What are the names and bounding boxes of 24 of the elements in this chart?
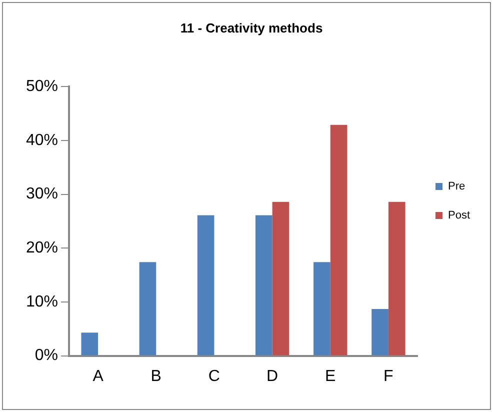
bar [139,262,156,356]
x-tick-label: A [92,368,104,385]
x-tick-label: B [150,368,162,385]
x-tick-label: E [325,368,336,385]
legend-label: Pre [448,180,466,193]
bar [272,202,290,356]
legend-label: Post [448,210,470,222]
bar [197,215,214,356]
chart-title: 11 - Creativity methods [180,20,323,36]
bar [314,262,330,356]
y-tick-label: 10% [26,293,58,310]
x-tick-label: F [384,368,394,385]
bar [81,332,98,356]
bar [372,308,388,356]
y-tick-label: 20% [26,240,58,257]
y-tick-label: 0% [34,347,58,364]
x-tick-label: D [266,368,278,385]
bar [255,215,272,356]
y-tick-label: 40% [26,132,58,149]
x-tick-label: C [208,368,220,385]
y-tick-label: 50% [26,78,58,96]
bar [330,124,348,356]
y-tick-label: 30% [26,186,58,203]
bar [388,202,406,356]
